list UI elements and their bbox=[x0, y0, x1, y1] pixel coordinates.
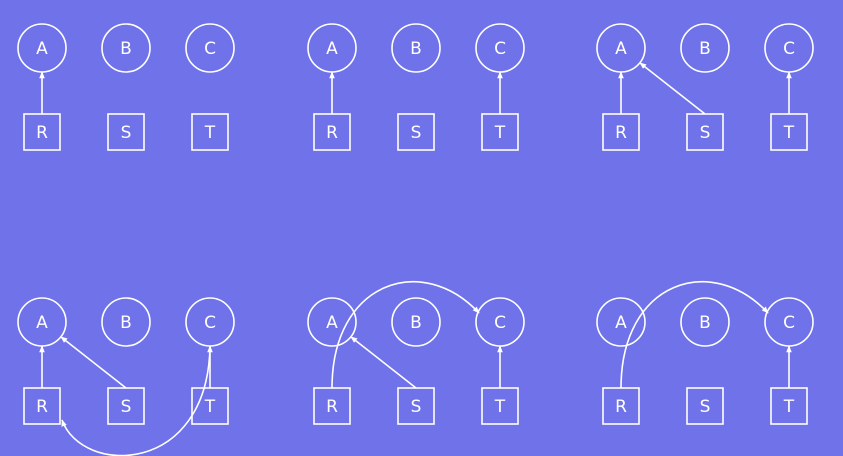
panel-4: A B C R S T bbox=[17, 297, 235, 456]
circle-node-b: B bbox=[101, 23, 151, 73]
circle-node-label: A bbox=[615, 39, 627, 59]
circle-node-label: B bbox=[120, 313, 132, 333]
circle-node-label: A bbox=[615, 313, 627, 333]
box-node-label: T bbox=[783, 123, 795, 143]
box-node-label: R bbox=[326, 123, 338, 143]
box-node-r: R bbox=[602, 113, 640, 151]
box-node-s: S bbox=[397, 387, 435, 425]
box-node-label: R bbox=[615, 123, 627, 143]
circle-node-c: C bbox=[764, 23, 814, 73]
edge-r-to-c bbox=[620, 280, 769, 389]
circle-node-label: A bbox=[326, 313, 338, 333]
circle-node-b: B bbox=[391, 297, 441, 347]
edge-c-to-r bbox=[61, 345, 211, 456]
circle-node-a: A bbox=[596, 23, 646, 73]
box-node-label: S bbox=[411, 123, 422, 143]
circle-node-label: C bbox=[204, 313, 216, 333]
panel-6: A B C R S T bbox=[596, 280, 814, 425]
box-node-label: R bbox=[615, 397, 627, 417]
circle-node-label: A bbox=[326, 39, 338, 59]
box-node-s: S bbox=[397, 113, 435, 151]
box-node-r: R bbox=[313, 113, 351, 151]
panel-3: A B C R S T bbox=[596, 23, 814, 151]
circle-node-c: C bbox=[185, 297, 235, 347]
edge-s-to-a bbox=[60, 336, 127, 389]
box-node-s: S bbox=[686, 113, 724, 151]
circle-node-a: A bbox=[596, 297, 646, 347]
edge-s-to-a bbox=[350, 336, 417, 389]
edge-s-to-a bbox=[639, 62, 706, 115]
box-node-label: R bbox=[36, 397, 48, 417]
box-node-label: T bbox=[204, 397, 216, 417]
panel-2: A B C R S T bbox=[307, 23, 525, 151]
box-node-t: T bbox=[481, 387, 519, 425]
circle-node-label: B bbox=[410, 39, 422, 59]
box-node-s: S bbox=[107, 387, 145, 425]
box-node-t: T bbox=[191, 113, 229, 151]
circle-node-b: B bbox=[680, 23, 730, 73]
circle-node-label: B bbox=[120, 39, 132, 59]
circle-node-c: C bbox=[764, 297, 814, 347]
box-node-s: S bbox=[107, 113, 145, 151]
circle-node-b: B bbox=[391, 23, 441, 73]
circle-node-label: A bbox=[36, 39, 48, 59]
box-node-s: S bbox=[686, 387, 724, 425]
box-node-label: R bbox=[36, 123, 48, 143]
box-node-label: R bbox=[326, 397, 338, 417]
panel-1: A B C R S T bbox=[17, 23, 235, 151]
box-node-label: T bbox=[494, 397, 506, 417]
circle-node-label: C bbox=[204, 39, 216, 59]
box-node-r: R bbox=[23, 113, 61, 151]
box-node-r: R bbox=[313, 387, 351, 425]
edge-r-to-c bbox=[331, 280, 480, 389]
box-node-t: T bbox=[770, 113, 808, 151]
circle-node-b: B bbox=[680, 297, 730, 347]
circle-node-a: A bbox=[307, 23, 357, 73]
box-node-label: T bbox=[494, 123, 506, 143]
circle-node-label: C bbox=[783, 313, 795, 333]
box-node-t: T bbox=[770, 387, 808, 425]
box-node-t: T bbox=[481, 113, 519, 151]
circle-node-label: C bbox=[783, 39, 795, 59]
circle-node-label: B bbox=[410, 313, 422, 333]
circle-node-a: A bbox=[17, 23, 67, 73]
box-node-r: R bbox=[602, 387, 640, 425]
box-node-label: S bbox=[700, 123, 711, 143]
circle-node-c: C bbox=[185, 23, 235, 73]
circle-node-a: A bbox=[17, 297, 67, 347]
box-node-label: T bbox=[204, 123, 216, 143]
circle-node-label: B bbox=[699, 39, 711, 59]
circle-node-a: A bbox=[307, 297, 357, 347]
box-node-label: S bbox=[121, 123, 132, 143]
box-node-label: T bbox=[783, 397, 795, 417]
box-node-label: S bbox=[121, 397, 132, 417]
circle-node-label: C bbox=[494, 313, 506, 333]
box-node-label: S bbox=[411, 397, 422, 417]
circle-node-b: B bbox=[101, 297, 151, 347]
circle-node-label: A bbox=[36, 313, 48, 333]
circle-node-c: C bbox=[475, 297, 525, 347]
panel-5: A B C R S T bbox=[307, 280, 525, 425]
circle-node-c: C bbox=[475, 23, 525, 73]
circle-node-label: B bbox=[699, 313, 711, 333]
circle-node-label: C bbox=[494, 39, 506, 59]
box-node-r: R bbox=[23, 387, 61, 425]
box-node-label: S bbox=[700, 397, 711, 417]
